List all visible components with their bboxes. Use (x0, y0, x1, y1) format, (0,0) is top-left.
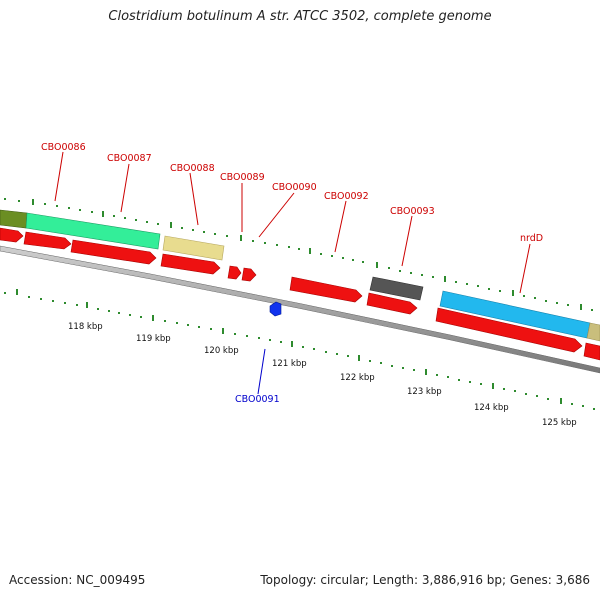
gene-label-cbo0089[interactable]: CBO0089 (220, 172, 265, 183)
gene-label-cbo0086[interactable]: CBO0086 (41, 142, 86, 153)
cds-arrow[interactable] (583, 342, 600, 361)
cds-arrow[interactable] (227, 265, 242, 280)
kbp-label: 123 kbp (407, 387, 442, 397)
topology-summary-text: Topology: circular; Length: 3,886,916 bp… (260, 573, 590, 587)
kbp-label: 119 kbp (136, 334, 171, 344)
gene-label-nrdd[interactable]: nrdD (520, 233, 543, 244)
kbp-label: 124 kbp (474, 403, 509, 413)
feature-olive-block[interactable] (0, 209, 28, 229)
kbp-label: 120 kbp (204, 346, 239, 356)
kbp-label: 121 kbp (272, 359, 307, 369)
gene-labels: CBO0086 CBO0087 CBO0088 CBO0089 CBO0090 … (41, 142, 543, 405)
cds-arrow[interactable] (435, 307, 583, 353)
cds-cbo0091-reverse[interactable] (269, 301, 282, 317)
feature-cbo0087-block[interactable] (25, 212, 161, 250)
accession-text: Accession: NC_009495 (9, 573, 146, 587)
cds-arrow[interactable] (289, 276, 363, 303)
cds-arrow[interactable] (160, 253, 221, 275)
inner-tick-row (4, 289, 595, 410)
gene-label-cbo0090[interactable]: CBO0090 (272, 182, 317, 193)
cds-arrow[interactable] (241, 267, 257, 282)
feature-tan-block[interactable] (586, 322, 600, 342)
kbp-labels: 118 kbp 119 kbp 120 kbp 121 kbp 122 kbp … (68, 322, 577, 428)
kbp-label: 122 kbp (340, 373, 375, 383)
gene-label-cbo0087[interactable]: CBO0087 (107, 153, 152, 164)
leader-lines (54, 151, 531, 395)
cds-arrow[interactable] (23, 231, 72, 250)
feature-row (0, 209, 600, 342)
cds-arrow[interactable] (366, 292, 418, 315)
outer-tick-row (4, 198, 593, 311)
cds-row (0, 227, 600, 361)
map-title: Clostridium botulinum A str. ATCC 3502, … (108, 9, 492, 24)
feature-cbo0088-block[interactable] (162, 235, 225, 261)
kbp-label: 118 kbp (68, 322, 103, 332)
gene-label-cbo0088[interactable]: CBO0088 (170, 163, 215, 174)
gene-label-cbo0093[interactable]: CBO0093 (390, 206, 435, 217)
kbp-label: 125 kbp (542, 418, 577, 428)
gene-label-cbo0092[interactable]: CBO0092 (324, 191, 369, 202)
feature-cbo0093-block[interactable] (369, 276, 424, 301)
genome-backbone (0, 245, 600, 374)
gene-label-cbo0091[interactable]: CBO0091 (235, 394, 280, 405)
cds-arrow[interactable] (70, 239, 157, 265)
cds-arrow[interactable] (0, 227, 24, 243)
